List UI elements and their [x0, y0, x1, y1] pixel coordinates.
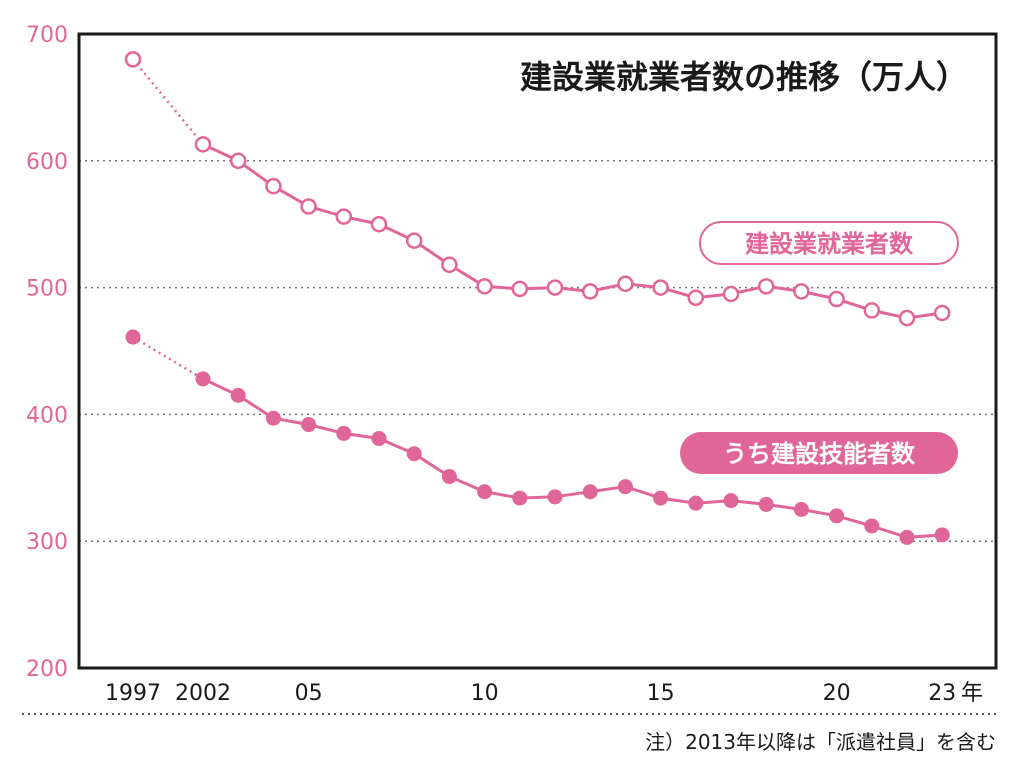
series-0 — [124, 51, 951, 327]
grid-lines — [79, 160, 996, 542]
data-point — [194, 136, 212, 153]
series-line — [202, 142, 943, 320]
footnote: 注）2013年以降は「派遣社員」を含む — [645, 730, 996, 754]
x-tick-label: 05 — [295, 681, 323, 706]
x-tick-label: 2002 — [175, 681, 231, 706]
data-point — [265, 410, 281, 426]
data-point — [581, 283, 599, 300]
data-point — [864, 518, 880, 534]
data-point — [863, 302, 881, 319]
x-tick-label: 10 — [471, 681, 499, 706]
x-axis-unit: 年 — [961, 681, 983, 706]
data-point — [829, 508, 845, 524]
x-tick-label: 1997 — [105, 681, 161, 706]
chart-title: 建設業就業者数の推移（万人） — [520, 58, 968, 96]
data-point — [793, 502, 809, 517]
legend-label-total-pill — [699, 221, 959, 265]
data-point — [722, 285, 740, 303]
y-axis-ticks: 200 300 400 500 600 700 — [26, 23, 68, 682]
data-point — [441, 256, 458, 274]
legend-label-skilled: うち建設技能者数 — [680, 432, 958, 474]
series-line — [202, 377, 943, 539]
data-point — [441, 469, 457, 485]
series-gap-segment — [132, 58, 204, 146]
data-point — [477, 484, 493, 500]
y-tick-label: 300 — [26, 530, 68, 555]
data-point — [617, 275, 634, 293]
data-point — [229, 152, 247, 170]
legend-label-total-text: 建設業就業者数 — [745, 230, 914, 258]
data-point — [370, 215, 388, 233]
series-1 — [125, 329, 950, 545]
y-tick-label: 400 — [26, 403, 68, 428]
x-tick-label: 20 — [823, 681, 851, 706]
data-point — [476, 278, 493, 295]
series-gap-segment — [132, 335, 204, 380]
data-point — [758, 496, 774, 512]
data-point — [511, 280, 529, 298]
data-point — [934, 527, 950, 543]
data-point — [546, 279, 564, 296]
data-point — [898, 309, 916, 327]
data-point — [512, 490, 528, 506]
data-point — [265, 177, 282, 195]
data-point — [793, 283, 810, 300]
data-point — [230, 387, 246, 403]
data-point — [406, 446, 422, 462]
plot-frame — [77, 32, 998, 670]
data-point — [757, 278, 775, 295]
y-tick-label: 200 — [26, 657, 68, 682]
data-point — [723, 493, 739, 509]
legend-label-skilled-text: うち建設技能者数 — [723, 440, 916, 468]
data-point — [688, 495, 704, 511]
legend-label-skilled-pill — [680, 432, 958, 474]
data-point — [301, 417, 317, 433]
data-point — [933, 304, 951, 322]
data-point — [300, 198, 317, 215]
data-point — [371, 430, 387, 446]
y-tick-label: 500 — [26, 277, 68, 302]
data-point — [405, 232, 423, 249]
legend-label-total: 建設業就業者数 — [699, 221, 959, 265]
data-point — [125, 329, 141, 345]
x-axis-ticks: 1997 2002 05 10 15 20 23 年 — [105, 681, 983, 706]
data-point — [336, 425, 352, 441]
data-point — [195, 371, 211, 387]
data-point — [124, 51, 142, 68]
y-tick-label: 600 — [26, 150, 68, 175]
data-point — [828, 290, 845, 308]
data-point — [899, 529, 915, 545]
x-tick-label: 15 — [647, 681, 675, 706]
data-point — [582, 484, 598, 500]
data-point — [652, 279, 669, 296]
data-point — [335, 208, 353, 225]
series-group — [124, 51, 951, 545]
data-point — [547, 489, 563, 505]
data-point — [687, 289, 705, 306]
data-point — [653, 490, 669, 506]
data-point — [617, 479, 633, 495]
x-tick-label: 23 — [928, 681, 956, 706]
y-tick-label: 700 — [26, 23, 68, 48]
